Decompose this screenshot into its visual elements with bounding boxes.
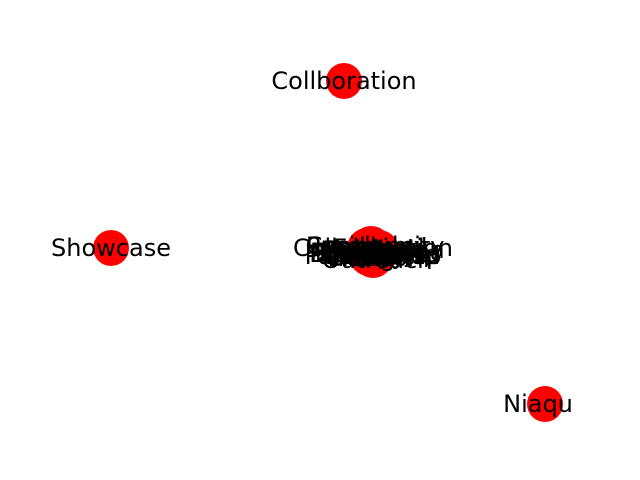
cluster-node-label: Studio (323, 236, 399, 264)
cluster-node-label: Display (315, 238, 403, 266)
cluster-node-label: Exhibition (325, 236, 444, 264)
cluster-node-label: Library (333, 240, 417, 268)
node-circle (527, 386, 563, 422)
cluster-node-label: Community (306, 232, 445, 260)
cluster-node-label: Installed (338, 242, 440, 270)
node-showcase: Showcase (51, 230, 171, 266)
cluster-node-label: Project (342, 242, 424, 270)
node-niaqu: Niaqu (503, 386, 573, 422)
cluster-node-label: Residency (306, 232, 428, 260)
cluster-node-label: Gallery (320, 242, 405, 270)
cluster-node-label: Network (331, 244, 431, 272)
cluster-node-label: Outreach (322, 246, 433, 274)
cluster-node-label: Field (337, 244, 392, 272)
central-cluster: CollaborationWorkshopResearchProjectDesi… (293, 226, 453, 278)
cluster-node-label: Archive (342, 240, 432, 268)
cluster-node-label: Education (309, 240, 428, 268)
node-circle (93, 230, 129, 266)
cluster-node-label: Design (328, 244, 411, 272)
node-label: Niaqu (503, 390, 573, 418)
node-label: Collboration (271, 67, 416, 95)
cluster-node-label: Hub (359, 232, 408, 260)
cluster-node-label: Research (310, 238, 420, 266)
cluster-node-label: Collaboration (293, 234, 453, 262)
cluster-node-label: Workshop (320, 240, 438, 268)
cluster-node-label: Program (320, 236, 421, 264)
cluster-node-label: Festival (333, 234, 424, 262)
node-circle (326, 63, 362, 99)
node-label: Showcase (51, 234, 171, 262)
cluster-node-label: Partnership (305, 242, 442, 270)
node-collboration: Collboration (271, 63, 417, 99)
cluster-node-circle (355, 232, 395, 272)
